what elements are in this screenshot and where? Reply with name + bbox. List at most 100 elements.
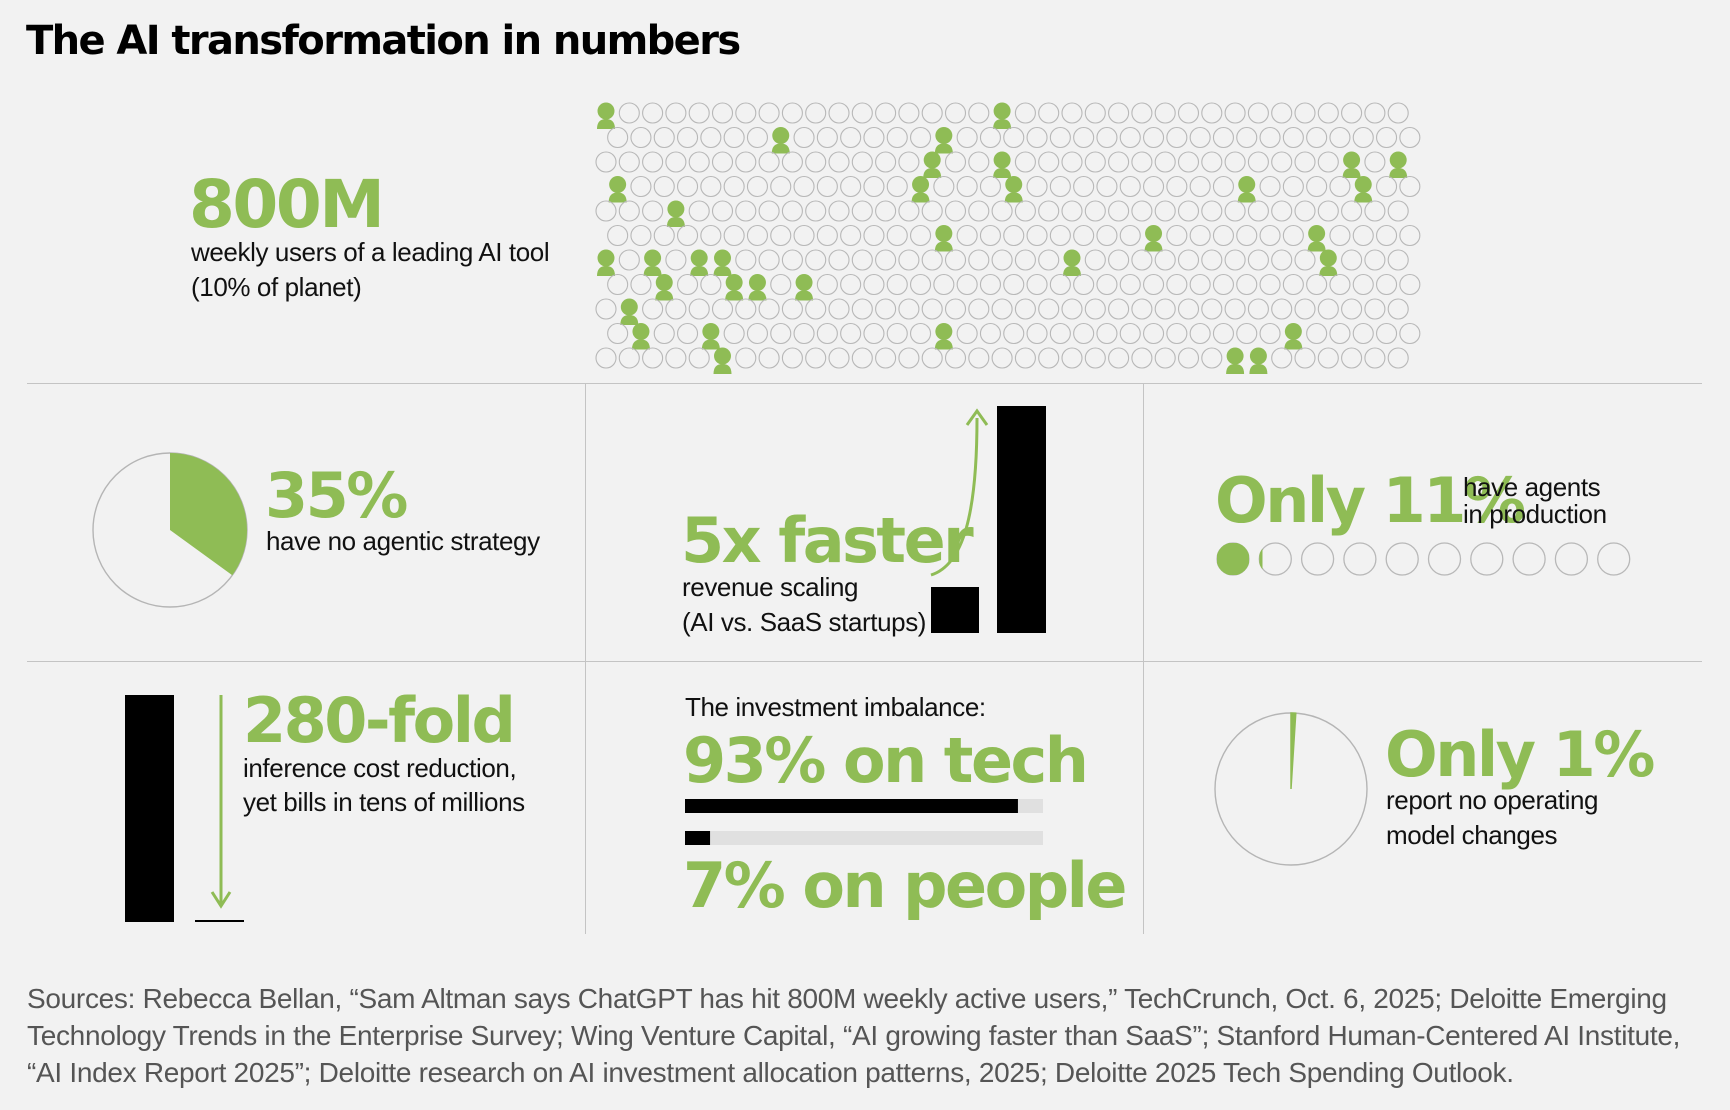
empty-person-circle	[875, 249, 897, 271]
empty-person-circle	[909, 322, 932, 345]
empty-person-circle	[875, 102, 897, 124]
empty-person-circle	[886, 126, 908, 149]
operating-caption-line2: model changes	[1386, 820, 1558, 850]
empty-person-circle	[1142, 175, 1165, 198]
people-grid-icon	[595, 102, 1421, 374]
empty-person-circle	[1108, 347, 1130, 369]
person-icon	[713, 347, 732, 374]
person-icon	[934, 127, 953, 154]
empty-person-circle	[735, 200, 757, 222]
agent-dot	[1258, 542, 1292, 576]
empty-person-circle	[1142, 322, 1165, 345]
empty-person-circle	[1375, 322, 1398, 345]
person-icon	[643, 249, 662, 276]
agent-dot	[1512, 542, 1546, 576]
person-icon	[923, 151, 942, 178]
empty-person-circle	[1166, 126, 1188, 149]
empty-person-circle	[1014, 151, 1036, 173]
empty-person-circle	[653, 322, 675, 345]
empty-person-circle	[1014, 347, 1036, 369]
empty-person-circle	[630, 126, 652, 149]
person-icon	[666, 200, 685, 227]
empty-person-circle	[711, 298, 734, 320]
empty-person-circle	[1399, 322, 1421, 345]
empty-person-circle	[711, 102, 734, 124]
empty-person-circle	[886, 224, 908, 247]
empty-person-circle	[1259, 224, 1281, 247]
empty-person-circle	[1329, 322, 1351, 345]
empty-person-circle	[956, 273, 978, 296]
empty-person-circle	[979, 175, 1002, 198]
empty-person-circle	[851, 102, 873, 124]
empty-person-circle	[979, 224, 1002, 247]
empty-person-circle	[1108, 102, 1130, 124]
empty-person-circle	[1329, 273, 1351, 296]
empty-person-circle	[1341, 347, 1363, 369]
empty-person-circle	[1224, 151, 1246, 173]
empty-person-circle	[1108, 249, 1130, 271]
empty-person-circle	[1003, 126, 1025, 149]
empty-person-circle	[1352, 126, 1374, 149]
users-stat-value: 800M	[189, 166, 385, 243]
empty-person-circle	[968, 298, 990, 320]
empty-person-circle	[781, 102, 803, 124]
empty-person-circle	[1247, 249, 1269, 271]
agent-dot-filled	[1259, 548, 1263, 570]
people-bar	[685, 831, 711, 845]
empty-person-circle	[909, 224, 932, 247]
empty-person-circle	[1247, 151, 1269, 173]
empty-person-circle	[746, 224, 768, 247]
empty-person-circle	[618, 347, 640, 369]
empty-person-circle	[781, 298, 803, 320]
investment-heading: The investment imbalance:	[685, 692, 986, 722]
empty-person-circle	[1131, 200, 1153, 222]
empty-person-circle	[758, 102, 780, 124]
empty-person-circle	[688, 347, 710, 369]
empty-person-circle	[642, 298, 664, 320]
empty-person-circle	[1282, 175, 1304, 198]
empty-person-circle	[1294, 102, 1316, 124]
empty-person-circle	[1247, 102, 1269, 124]
empty-person-circle	[898, 102, 920, 124]
empty-person-circle	[1119, 224, 1141, 247]
page-title: The AI transformation in numbers	[26, 18, 741, 64]
empty-person-circle	[793, 126, 815, 149]
empty-person-circle	[1317, 298, 1339, 320]
empty-person-circle	[1271, 200, 1293, 222]
empty-person-circle	[1061, 102, 1083, 124]
empty-person-circle	[735, 249, 757, 271]
empty-person-circle	[1073, 273, 1095, 296]
empty-person-circle	[1387, 102, 1409, 124]
empty-person-circle	[1014, 298, 1036, 320]
person-icon	[620, 298, 639, 325]
empty-person-circle	[618, 151, 640, 173]
empty-person-circle	[968, 200, 990, 222]
person-icon	[1319, 249, 1338, 276]
empty-person-circle	[1131, 102, 1153, 124]
empty-person-circle	[1061, 151, 1083, 173]
empty-person-circle	[805, 151, 827, 173]
empty-person-circle	[1084, 298, 1106, 320]
ai-bar	[997, 406, 1046, 633]
person-icon	[771, 127, 790, 154]
empty-person-circle	[688, 298, 710, 320]
inference-stat-value: 280-fold	[243, 684, 516, 757]
empty-person-circle	[677, 273, 699, 296]
empty-person-circle	[1375, 175, 1398, 198]
empty-person-circle	[1096, 224, 1118, 247]
empty-person-circle	[909, 126, 932, 149]
empty-person-circle	[1341, 102, 1363, 124]
empty-person-circle	[1387, 249, 1409, 271]
empty-person-circle	[607, 322, 629, 345]
empty-person-circle	[1026, 273, 1048, 296]
revenue-caption-line1: revenue scaling	[682, 572, 859, 602]
empty-person-circle	[1177, 102, 1200, 124]
empty-person-circle	[828, 347, 850, 369]
investment-tech-value: 93% on tech	[683, 724, 1089, 797]
empty-person-circle	[677, 224, 699, 247]
empty-person-circle	[595, 151, 617, 173]
empty-person-circle	[979, 322, 1002, 345]
empty-person-circle	[1341, 249, 1363, 271]
empty-person-circle	[1189, 273, 1211, 296]
empty-person-circle	[1259, 322, 1281, 345]
